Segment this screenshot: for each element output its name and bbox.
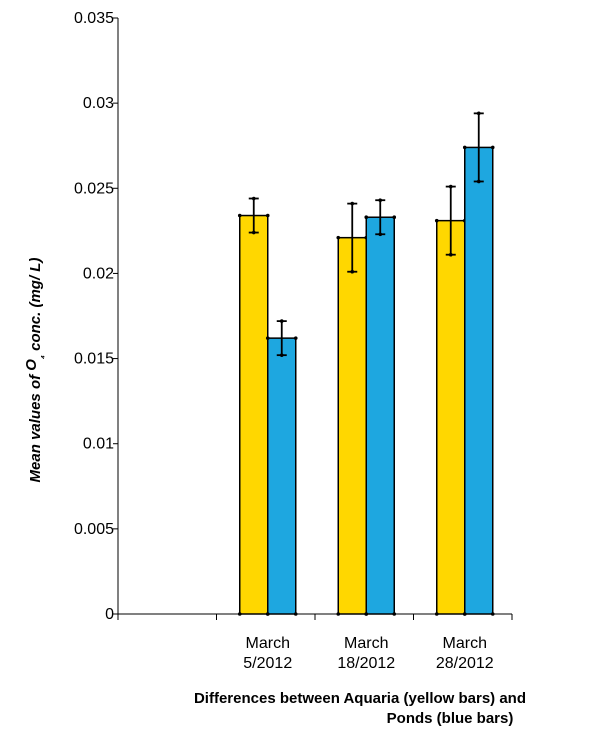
error-bar-dot [251,196,256,201]
x-tick-label: 28/2012 [436,655,494,672]
x-tick-label: March [246,635,290,652]
y-tick-label: 0.035 [74,10,114,27]
bar-corner-dot [392,612,397,616]
error-bar-dot [251,230,256,235]
bar-corner-dot [293,612,298,616]
y-tick-label: 0.01 [83,436,114,453]
error-bar-dot [279,353,284,357]
bar [464,146,494,615]
y-tick-label: 0 [105,606,114,623]
bar [267,337,297,615]
bar-corner-dot [237,213,242,218]
error-bar-dot [378,232,383,237]
y-tick-label: 0.025 [74,180,114,197]
error-bar-dot [448,184,453,189]
bar-corner-dot [392,215,397,220]
bars [237,111,495,616]
bar-corner-dot [434,612,439,616]
bar-corner-dot [364,215,369,220]
bar [436,219,466,615]
bar-corner-dot [462,612,467,616]
error-bar-dot [350,269,355,274]
y-tick-label: 0.015 [74,351,114,368]
y-tick-label: 0.03 [83,95,114,112]
x-axis-title-line-2: Ponds (blue bars) [387,710,514,727]
x-tick-label: March [443,635,487,652]
x-tick-label: 18/2012 [337,655,395,672]
bar-corner-dot [237,612,242,616]
bar [239,214,269,615]
error-bar-dot [448,252,453,257]
bar [337,236,367,615]
error-bar-dot [279,319,284,323]
error-bar-dot [378,198,383,203]
y-axis-title: Mean values of O₄ conc. (mg/ L) [23,258,47,483]
bar-corner-dot [490,612,495,616]
bar-corner-dot [462,145,467,150]
y-tick-label: 0.02 [83,265,114,282]
bar-corner-dot [336,612,341,616]
error-bar-dot [476,111,481,116]
bar-corner-dot [490,145,495,150]
bar-corner-dot [293,336,298,340]
y-tick-label: 0.005 [74,521,114,538]
x-tick-label: March [344,635,388,652]
bar [365,216,395,615]
x-tick-label: 5/2012 [243,655,292,672]
error-bar-dot [350,201,355,206]
error-bar-dot [476,179,481,184]
bar-corner-dot [265,612,270,616]
bar-corner-dot [336,235,341,240]
bar-corner-dot [265,336,270,340]
bar-corner-dot [265,213,270,218]
bar-corner-dot [364,612,369,616]
x-axis-title-line-1: Differences between Aquaria (yellow bars… [194,690,526,707]
labels: 0 0.005 0.01 0.015 0.02 0.025 0.03 0.035 March 5/… [74,10,494,672]
bar-corner-dot [434,218,439,223]
